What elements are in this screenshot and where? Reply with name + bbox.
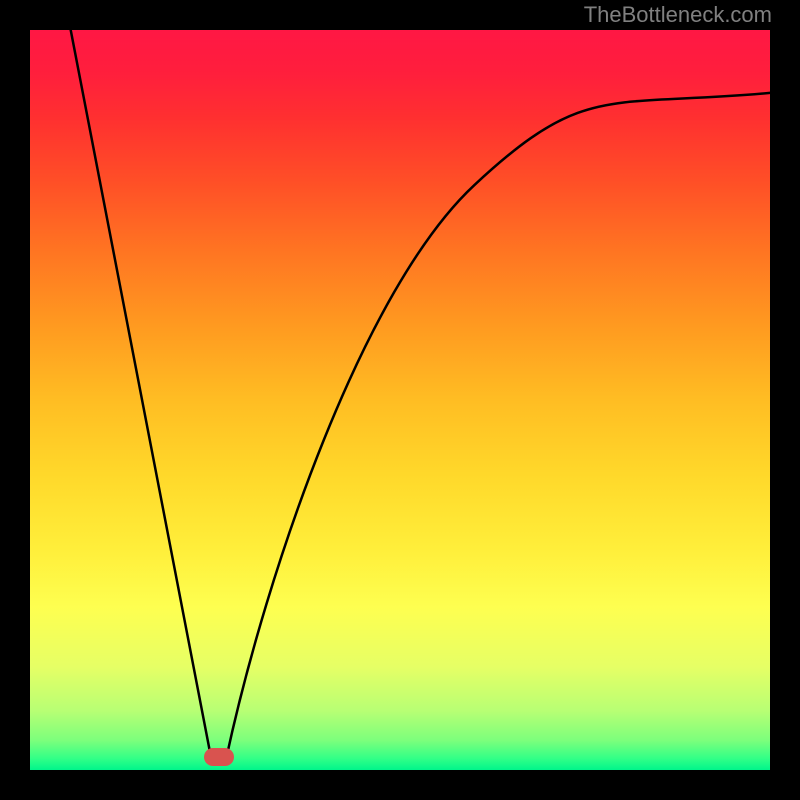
watermark-label: TheBottleneck.com bbox=[584, 2, 772, 28]
optimal-point-marker bbox=[204, 748, 234, 766]
chart-container: TheBottleneck.com bbox=[0, 0, 800, 800]
gradient-background bbox=[30, 30, 770, 770]
plot-area bbox=[30, 30, 770, 770]
